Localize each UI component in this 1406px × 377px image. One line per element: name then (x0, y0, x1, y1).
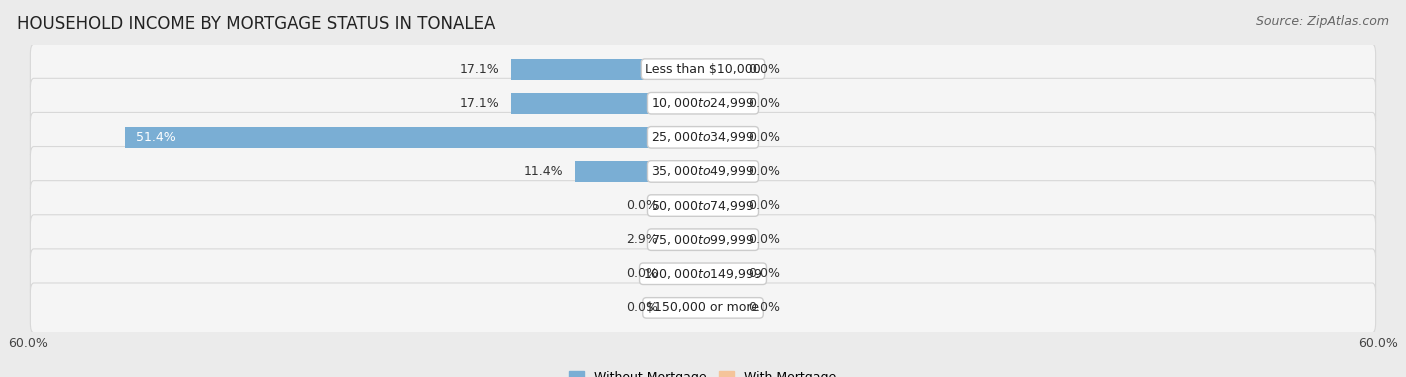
Bar (669, 195, 703, 216)
Bar (575, 161, 703, 182)
Bar (703, 127, 737, 148)
Text: 11.4%: 11.4% (524, 165, 564, 178)
Bar (703, 161, 737, 182)
Bar (125, 127, 703, 148)
Text: 0.0%: 0.0% (748, 97, 780, 110)
FancyBboxPatch shape (31, 283, 1375, 333)
Bar (703, 58, 737, 80)
Text: Source: ZipAtlas.com: Source: ZipAtlas.com (1256, 15, 1389, 28)
Text: 0.0%: 0.0% (748, 165, 780, 178)
Text: 17.1%: 17.1% (460, 97, 499, 110)
Bar (703, 263, 737, 284)
Bar (669, 263, 703, 284)
Text: HOUSEHOLD INCOME BY MORTGAGE STATUS IN TONALEA: HOUSEHOLD INCOME BY MORTGAGE STATUS IN T… (17, 15, 495, 33)
FancyBboxPatch shape (31, 215, 1375, 265)
Text: 17.1%: 17.1% (460, 63, 499, 76)
Bar (669, 297, 703, 319)
Text: $10,000 to $24,999: $10,000 to $24,999 (651, 96, 755, 110)
FancyBboxPatch shape (31, 147, 1375, 196)
FancyBboxPatch shape (31, 112, 1375, 162)
Bar (510, 93, 703, 114)
Bar (703, 93, 737, 114)
Text: $100,000 to $149,999: $100,000 to $149,999 (644, 267, 762, 281)
Text: 0.0%: 0.0% (626, 199, 658, 212)
Text: 0.0%: 0.0% (748, 301, 780, 314)
FancyBboxPatch shape (31, 44, 1375, 94)
Text: 0.0%: 0.0% (748, 199, 780, 212)
Text: $35,000 to $49,999: $35,000 to $49,999 (651, 164, 755, 178)
Text: 0.0%: 0.0% (626, 267, 658, 280)
FancyBboxPatch shape (31, 181, 1375, 230)
Text: $75,000 to $99,999: $75,000 to $99,999 (651, 233, 755, 247)
Text: $25,000 to $34,999: $25,000 to $34,999 (651, 130, 755, 144)
Bar (510, 58, 703, 80)
Text: $50,000 to $74,999: $50,000 to $74,999 (651, 199, 755, 213)
FancyBboxPatch shape (31, 249, 1375, 299)
Bar (703, 195, 737, 216)
Bar (669, 229, 703, 250)
Text: 0.0%: 0.0% (748, 233, 780, 246)
Text: 0.0%: 0.0% (626, 301, 658, 314)
Legend: Without Mortgage, With Mortgage: Without Mortgage, With Mortgage (564, 366, 842, 377)
Bar (703, 229, 737, 250)
Text: 0.0%: 0.0% (748, 63, 780, 76)
Text: 0.0%: 0.0% (748, 131, 780, 144)
Bar (703, 297, 737, 319)
Text: Less than $10,000: Less than $10,000 (645, 63, 761, 76)
FancyBboxPatch shape (31, 78, 1375, 128)
Text: $150,000 or more: $150,000 or more (647, 301, 759, 314)
Text: 0.0%: 0.0% (748, 267, 780, 280)
Text: 51.4%: 51.4% (136, 131, 176, 144)
Text: 2.9%: 2.9% (626, 233, 658, 246)
